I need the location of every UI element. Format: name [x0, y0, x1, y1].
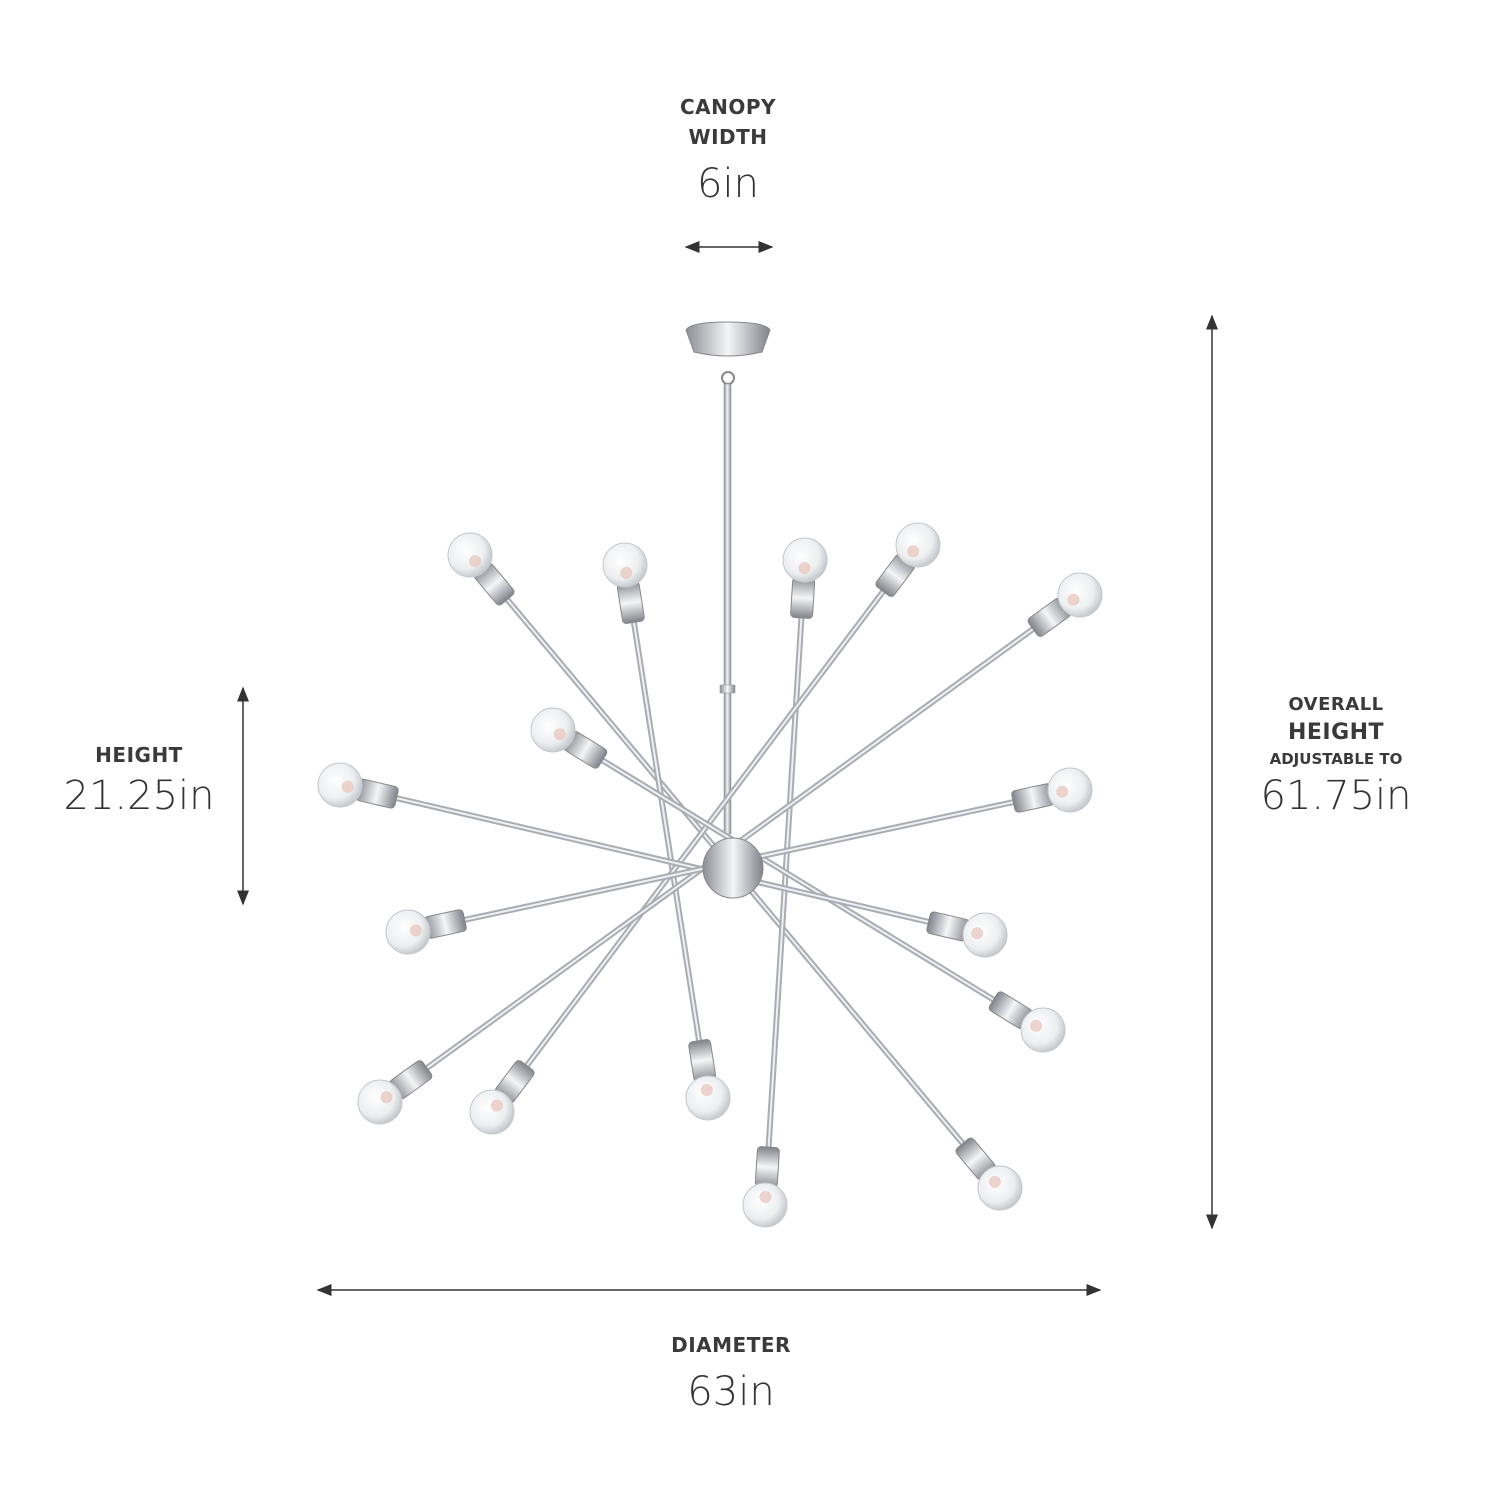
canopy-width-value: 6in	[697, 161, 759, 207]
canopy-width-line1: CANOPY	[679, 95, 777, 119]
socket	[616, 581, 645, 624]
overall-height-line1: OVERALL	[1288, 694, 1384, 715]
bulb	[385, 909, 431, 955]
arm-highlight	[624, 564, 709, 1099]
bulb-filament	[1030, 1019, 1043, 1032]
overall-height-line3: ADJUSTABLE TO	[1269, 750, 1403, 768]
bulb-filament	[341, 780, 354, 793]
arm-highlight	[764, 559, 806, 1206]
bulb	[962, 912, 1008, 958]
diameter-value: 63in	[687, 1369, 775, 1415]
arm-highlight	[552, 729, 1044, 1031]
bulb	[1057, 572, 1103, 618]
height-value: 21.25in	[63, 773, 215, 819]
bulb	[895, 522, 941, 568]
overall-height-value: 61.75in	[1260, 773, 1412, 819]
overall-height-label: OVERALL HEIGHT ADJUSTABLE TO 61.75in	[1261, 692, 1412, 822]
bulb-filament	[553, 728, 566, 741]
bulb	[447, 532, 493, 578]
bulb-filament	[1067, 593, 1080, 606]
bulb	[1020, 1007, 1066, 1053]
height-caption: HEIGHT	[95, 743, 183, 767]
bulb	[977, 1165, 1023, 1211]
socket	[688, 1039, 717, 1082]
canopy-width-label: CANOPY WIDTH 6in	[680, 92, 776, 210]
socket	[754, 1146, 780, 1188]
bulb	[602, 542, 648, 588]
diameter-caption: DIAMETER	[671, 1333, 791, 1357]
bulb-filament	[490, 1099, 503, 1112]
height-label: HEIGHT 21.25in	[64, 740, 215, 822]
bulb	[530, 707, 576, 753]
downrod-coupler	[719, 684, 736, 694]
bulb-filament	[971, 927, 984, 940]
bulb-filament	[988, 1175, 1001, 1188]
bulb-filament	[380, 1091, 393, 1104]
bulb	[685, 1075, 731, 1121]
downrod	[723, 383, 732, 835]
bulb	[317, 762, 363, 808]
bulb	[1047, 767, 1093, 813]
bulb-filament	[700, 1084, 713, 1097]
bulb-filament	[409, 924, 422, 937]
bulb-filament	[469, 555, 482, 568]
bulb	[782, 537, 828, 583]
diameter-label: DIAMETER 63in	[671, 1330, 791, 1418]
bulb-filament	[759, 1191, 772, 1204]
bulb	[742, 1182, 788, 1228]
bulb-filament	[798, 561, 811, 574]
bulb-filament	[620, 566, 633, 579]
overall-height-line2: HEIGHT	[1287, 720, 1385, 745]
socket	[790, 577, 816, 619]
bulb	[357, 1079, 403, 1125]
canopy-width-line2: WIDTH	[688, 125, 768, 149]
bulb	[469, 1089, 515, 1135]
bulb-filament	[907, 545, 920, 558]
arm-highlight	[491, 544, 919, 1113]
chandelier-image	[317, 321, 1103, 1228]
canopy-loop	[721, 371, 735, 385]
canopy	[685, 321, 771, 357]
arm-highlight	[339, 784, 986, 936]
bulb-filament	[1056, 785, 1069, 798]
center-hub	[702, 837, 764, 899]
